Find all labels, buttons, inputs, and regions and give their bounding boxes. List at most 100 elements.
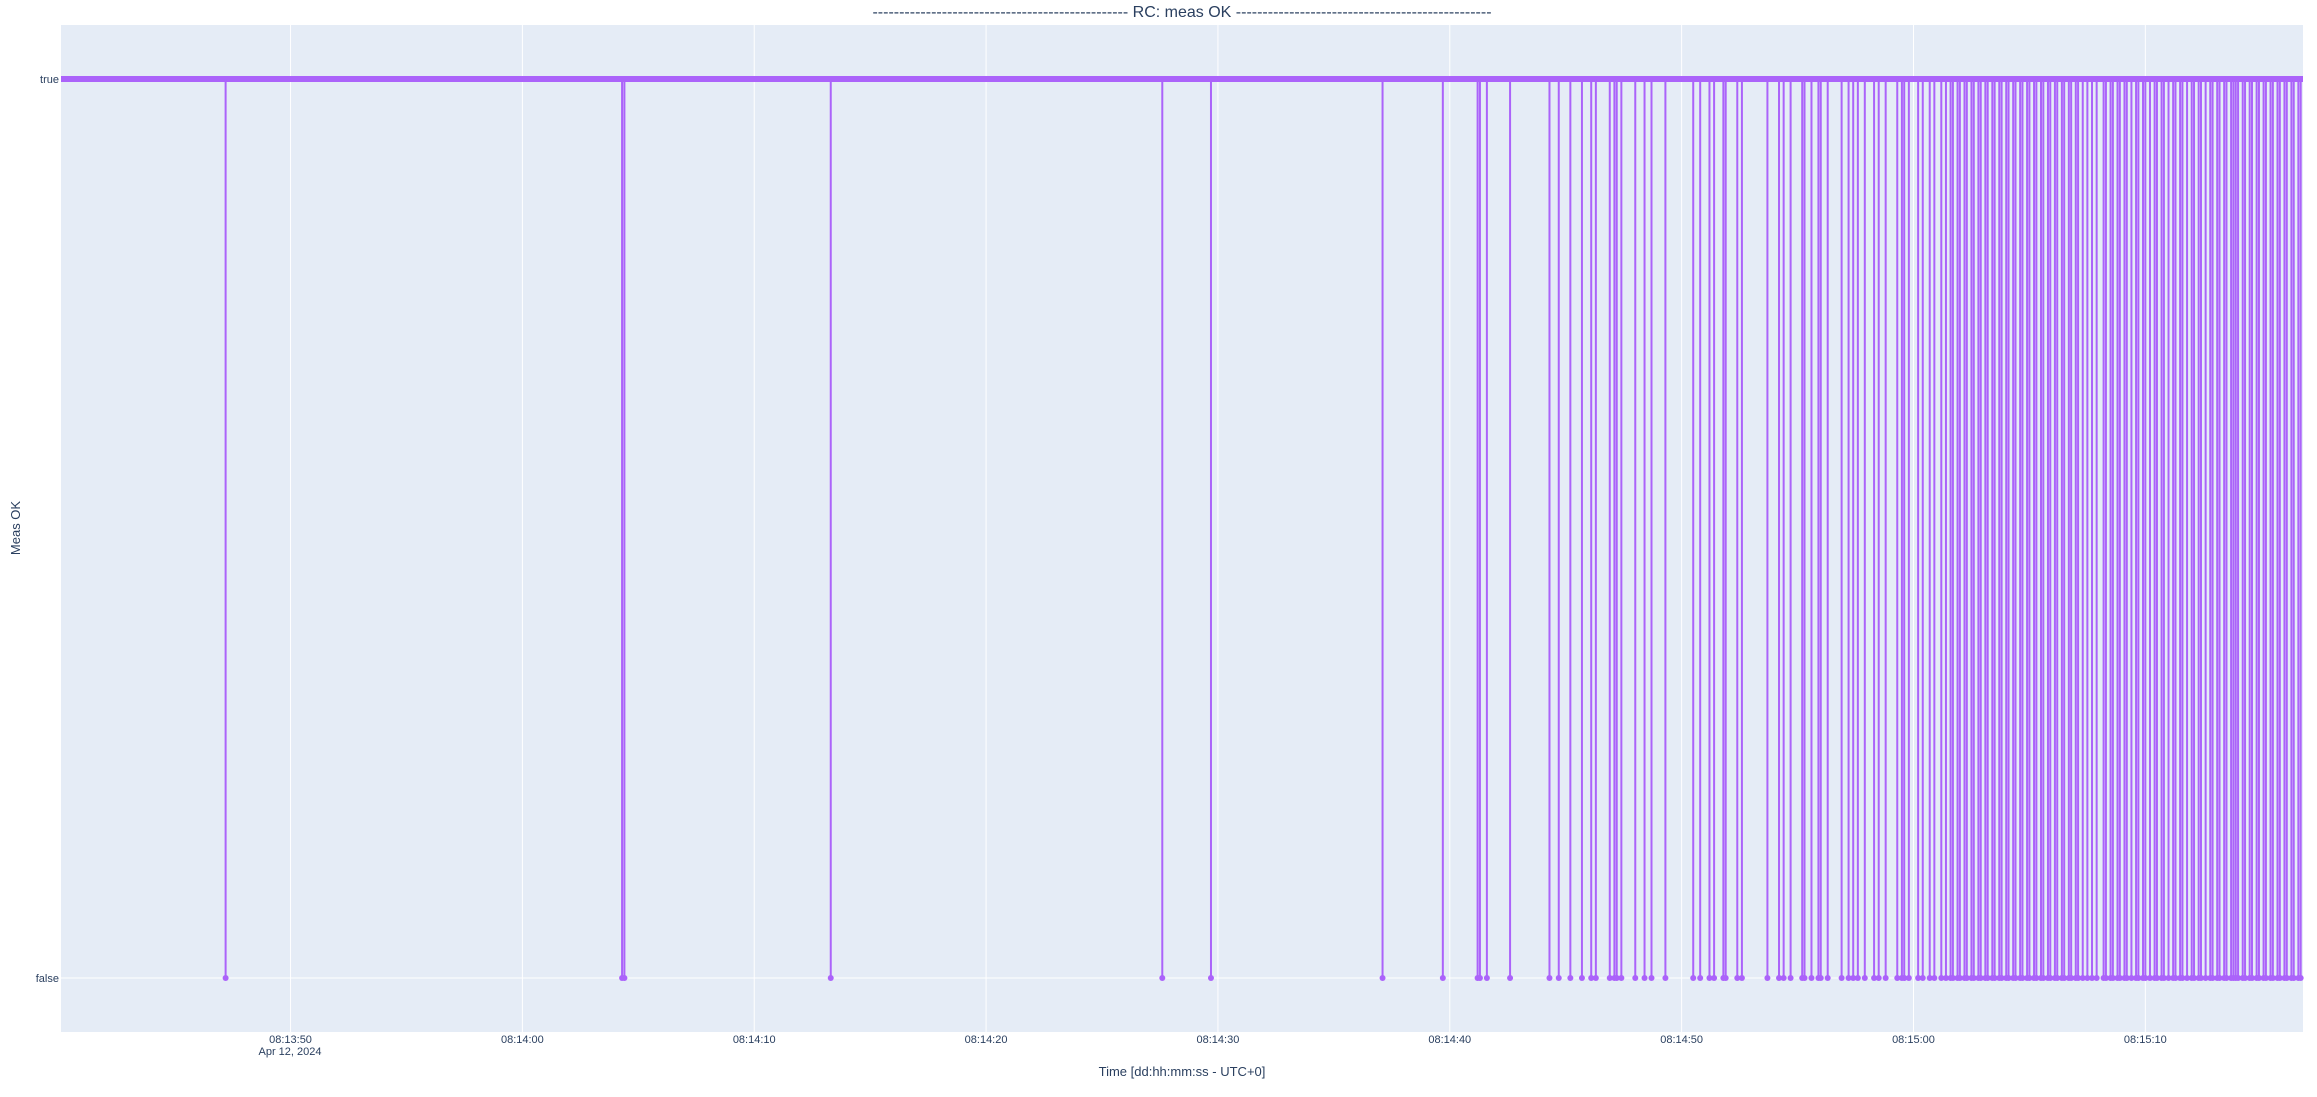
false-point-marker: [1159, 975, 1166, 981]
false-point-marker: [1949, 975, 1956, 981]
false-point-marker: [827, 975, 834, 981]
false-point-marker: [1919, 975, 1926, 981]
false-point-marker: [1613, 975, 1620, 981]
x-tick-label: 08:14:30: [1197, 1034, 1240, 1046]
false-point-marker: [1567, 975, 1574, 981]
false-point-marker: [1722, 975, 1729, 981]
x-tick-label: 08:14:50: [1660, 1034, 1703, 1046]
false-point-marker: [1905, 975, 1912, 981]
x-tick-label: 08:14:00: [501, 1034, 544, 1046]
false-point-marker: [1956, 975, 1963, 981]
y-axis-title: Meas OK: [8, 501, 23, 556]
y-tick-false: false: [36, 973, 59, 985]
false-point-marker: [2223, 975, 2230, 981]
false-point-marker: [2235, 975, 2242, 981]
false-point-marker: [2093, 975, 2100, 981]
false-point-marker: [2255, 975, 2262, 981]
false-point-marker: [1439, 975, 1446, 981]
x-tick-label: 08:15:00: [1892, 1034, 1935, 1046]
x-tick-labels: 08:13:50 08:14:00 08:14:10 08:14:20 08:14:30…: [269, 1034, 2167, 1046]
false-point-marker: [1207, 975, 1214, 981]
false-point-marker: [2075, 975, 2082, 981]
false-point-marker: [1764, 975, 1771, 981]
y-tick-true: true: [40, 74, 59, 86]
false-point-marker: [1618, 975, 1625, 981]
false-point-marker: [2276, 975, 2283, 981]
false-point-marker: [1592, 975, 1599, 981]
false-point-marker: [1787, 975, 1794, 981]
false-point-marker: [2290, 975, 2297, 981]
false-point-marker: [2061, 975, 2068, 981]
false-point-marker: [1662, 975, 1669, 981]
false-point-marker: [1915, 975, 1922, 981]
false-point-marker: [1738, 975, 1745, 981]
false-point-marker: [2202, 975, 2209, 981]
false-point-marker: [1894, 975, 1901, 981]
false-point-marker: [1507, 975, 1514, 981]
false-point-marker: [2184, 975, 2191, 981]
false-point-marker: [2179, 975, 2186, 981]
false-point-marker: [1555, 975, 1562, 981]
false-point-marker: [2142, 975, 2149, 981]
false-point-marker: [1926, 975, 1933, 981]
false-point-marker: [2248, 975, 2255, 981]
false-point-marker: [2079, 975, 2086, 981]
false-point-marker: [1875, 975, 1882, 981]
false-point-marker: [2026, 975, 2033, 981]
false-point-marker: [2262, 975, 2269, 981]
false-point-marker: [2146, 975, 2153, 981]
false-point-marker: [2116, 975, 2123, 981]
false-point-marker: [1588, 975, 1595, 981]
x-tick-label: 08:14:10: [733, 1034, 776, 1046]
false-point-marker: [2054, 975, 2061, 981]
false-point-marker: [1632, 975, 1639, 981]
false-point-marker: [2128, 975, 2135, 981]
false-point-marker: [1970, 975, 1977, 981]
false-point-marker: [2216, 975, 2223, 981]
false-point-marker: [1734, 975, 1741, 981]
false-point-marker: [2297, 975, 2304, 981]
x-axis-title: Time [dd:hh:mm:ss - UTC+0]: [1099, 1064, 1266, 1079]
x-date-label: Apr 12, 2024: [259, 1046, 322, 1058]
false-point-marker: [1578, 975, 1585, 981]
false-point-marker: [1845, 975, 1852, 981]
false-point-marker: [2191, 975, 2198, 981]
false-point-marker: [1801, 975, 1808, 981]
false-point-marker: [2102, 975, 2109, 981]
false-point-marker: [2135, 975, 2142, 981]
false-point-marker: [1379, 975, 1386, 981]
false-point-marker: [1938, 975, 1945, 981]
false-point-marker: [2084, 975, 2091, 981]
false-point-marker: [1711, 975, 1718, 981]
false-point-marker: [1977, 975, 1984, 981]
false-point-marker: [2005, 975, 2012, 981]
false-point-marker: [1706, 975, 1713, 981]
false-point-marker: [1963, 975, 1970, 981]
x-tick-label: 08:14:40: [1428, 1034, 1471, 1046]
false-point-marker: [2209, 975, 2216, 981]
false-point-marker: [2197, 975, 2204, 981]
false-point-marker: [1942, 975, 1949, 981]
false-point-marker: [1476, 975, 1483, 981]
false-point-marker: [2012, 975, 2019, 981]
false-point-marker: [1882, 975, 1889, 981]
false-point-marker: [2165, 975, 2172, 981]
x-tick-label: 08:13:50: [269, 1034, 312, 1046]
false-point-marker: [2242, 975, 2249, 981]
false-point-marker: [1808, 975, 1815, 981]
x-tick-label: 08:14:20: [965, 1034, 1008, 1046]
false-point-marker: [621, 975, 628, 981]
false-point-marker: [1697, 975, 1704, 981]
false-point-marker: [1931, 975, 1938, 981]
false-point-marker: [1991, 975, 1998, 981]
false-point-marker: [2089, 975, 2096, 981]
false-point-marker: [2123, 975, 2130, 981]
false-point-marker: [2047, 975, 2054, 981]
false-point-marker: [1838, 975, 1845, 981]
false-point-marker: [2160, 975, 2167, 981]
false-point-marker: [2033, 975, 2040, 981]
false-point-marker: [1861, 975, 1868, 981]
series-meas-ok: [61, 76, 2304, 981]
false-point-marker: [1483, 975, 1490, 981]
